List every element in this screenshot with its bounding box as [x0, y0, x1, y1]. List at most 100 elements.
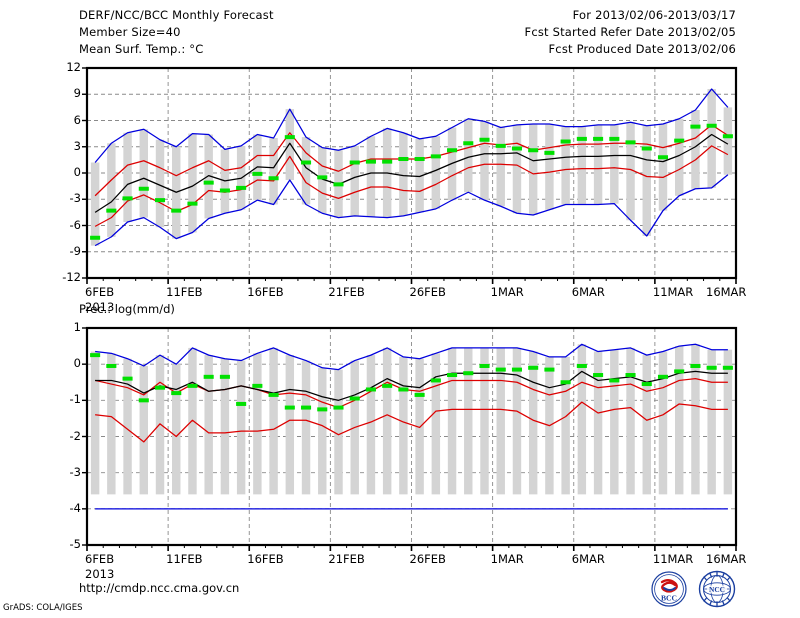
- median-marker: [576, 136, 587, 141]
- median-marker: [154, 385, 166, 390]
- range-bar: [674, 346, 684, 495]
- series-line: [94, 145, 729, 227]
- x-axis-tick-label: 16MAR: [706, 285, 747, 299]
- svg-text:NCC: NCC: [709, 585, 725, 594]
- range-bar: [674, 118, 684, 196]
- y-axis-tick-label: -12: [62, 270, 81, 284]
- range-bar: [561, 356, 570, 495]
- range-bar: [301, 137, 311, 205]
- median-marker: [365, 159, 376, 164]
- y-axis-tick-label: -6: [69, 217, 81, 232]
- range-bar: [139, 365, 149, 495]
- x-axis-tick-label: 6MAR: [571, 552, 605, 566]
- x-axis-year-label: 2013: [85, 567, 115, 581]
- median-marker: [284, 405, 295, 410]
- median-marker: [349, 396, 360, 401]
- range-bar: [480, 347, 489, 495]
- range-bar: [107, 353, 116, 495]
- series-line: [95, 401, 728, 443]
- range-bar: [285, 109, 295, 180]
- range-bar: [139, 129, 149, 218]
- median-marker: [414, 157, 425, 161]
- x-axis-tick-label: 26FEB: [409, 552, 446, 566]
- median-marker: [203, 180, 214, 185]
- logo-group-svg: BCC NCC: [651, 570, 736, 608]
- y-axis-tick-label: 12: [66, 60, 81, 74]
- median-marker: [447, 148, 458, 153]
- median-marker: [268, 392, 279, 397]
- median-marker: [593, 373, 604, 378]
- median-marker: [414, 392, 425, 397]
- median-marker: [722, 134, 733, 139]
- range-bar: [123, 358, 132, 495]
- median-marker: [479, 363, 490, 368]
- median-marker: [576, 363, 587, 368]
- range-bar: [90, 162, 100, 246]
- median-marker: [382, 383, 393, 388]
- y-axis-tick-label: 3: [73, 138, 81, 153]
- range-bar: [496, 127, 505, 207]
- range-bar: [269, 347, 278, 495]
- x-axis-tick-label: 26FEB: [409, 285, 446, 299]
- range-bar: [415, 138, 424, 213]
- precipitation-chart-panel: [0, 318, 800, 568]
- range-bar: [123, 132, 132, 222]
- range-bar: [658, 351, 668, 495]
- median-marker: [203, 374, 214, 379]
- range-bar: [691, 344, 700, 495]
- range-bar: [431, 353, 441, 495]
- median-marker: [528, 365, 539, 370]
- median-marker: [106, 363, 117, 368]
- range-bar: [188, 347, 197, 495]
- y-axis-tick-label: 9: [73, 86, 81, 101]
- median-markers: [90, 123, 733, 240]
- y-axis-tick-label: -3: [69, 464, 81, 479]
- median-marker: [138, 186, 149, 191]
- range-bar: [107, 143, 116, 237]
- median-marker: [430, 378, 441, 383]
- range-bar: [512, 347, 522, 495]
- range-bar: [626, 347, 635, 495]
- median-marker: [398, 387, 409, 392]
- website-url[interactable]: http://cmdp.ncc.cma.gov.cn: [79, 581, 240, 595]
- y-axis-tick-label: 6: [73, 112, 81, 127]
- range-bar: [593, 124, 603, 205]
- series-line: [94, 133, 729, 213]
- median-marker: [106, 208, 117, 213]
- median-marker: [90, 235, 101, 240]
- range-bar: [204, 134, 213, 219]
- bottom-chart-variable-label: Prec.: log(mm/d): [79, 302, 175, 316]
- surface-temperature-svg: [82, 66, 738, 284]
- range-bar: [431, 136, 441, 209]
- range-bar: [90, 351, 100, 495]
- median-marker: [706, 365, 717, 370]
- median-marker: [301, 160, 312, 165]
- range-bar: [512, 124, 522, 214]
- median-marker: [447, 373, 458, 378]
- y-axis-tick-label: -1: [69, 392, 81, 407]
- range-bar: [642, 125, 651, 236]
- y-axis-tick-label: -2: [69, 428, 81, 443]
- forecast-start-date-label: Fcst Started Refer Date 2013/02/05: [524, 25, 736, 39]
- range-bar: [399, 356, 408, 495]
- median-marker: [690, 363, 701, 368]
- median-marker: [430, 154, 441, 159]
- median-marker: [463, 371, 474, 376]
- median-marker: [398, 157, 409, 161]
- y-axis-ticks: [82, 67, 87, 279]
- x-axis-ticks: [86, 545, 737, 551]
- range-bar: [691, 110, 700, 189]
- median-marker: [187, 383, 198, 388]
- range-bar: [577, 344, 587, 495]
- range-bar: [464, 118, 473, 193]
- range-bar: [399, 132, 408, 216]
- range-bar: [610, 124, 619, 204]
- range-bar: [318, 367, 327, 495]
- median-marker: [333, 405, 344, 410]
- range-bar: [626, 122, 635, 221]
- range-bar: [236, 360, 246, 495]
- y-axis-tick-label: 1: [73, 320, 81, 334]
- median-marker: [609, 136, 620, 141]
- forecast-title: DERF/NCC/BCC Monthly Forecast: [79, 8, 274, 22]
- x-axis-ticks: [86, 278, 737, 284]
